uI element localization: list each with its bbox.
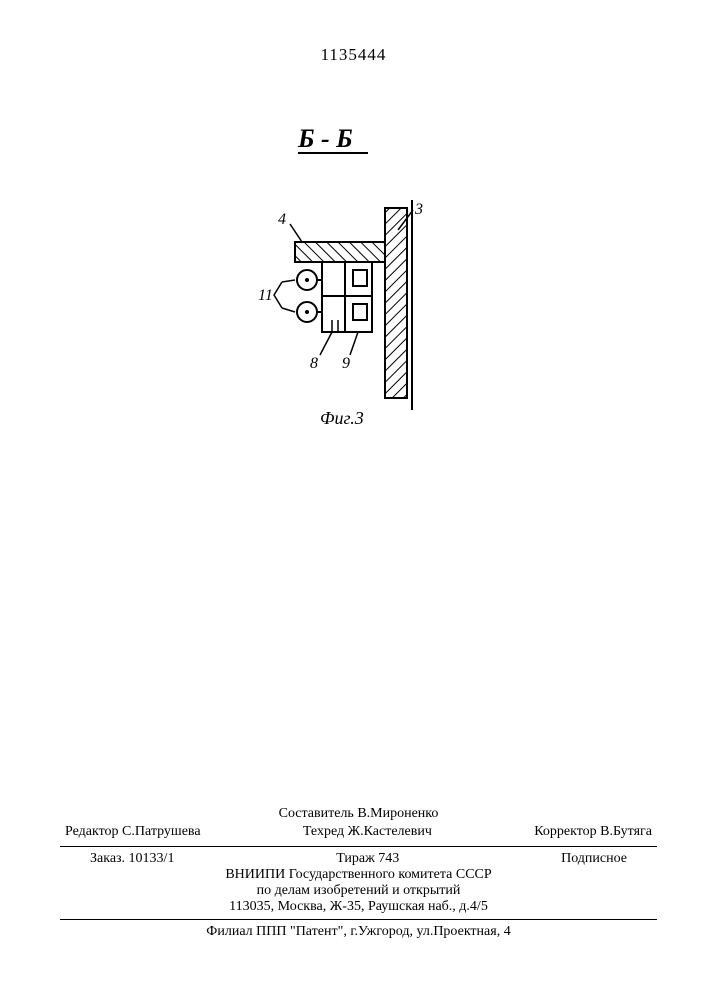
techred: Техред Ж.Кастелевич bbox=[303, 824, 432, 840]
compiler: Составитель В.Мироненко bbox=[60, 806, 657, 822]
org-line-1: ВНИИПИ Государственного комитета СССР bbox=[60, 867, 657, 883]
ref-label-8: 8 bbox=[310, 355, 318, 372]
publication-block: Заказ. 10133/1 Тираж 743 Подписное ВНИИП… bbox=[60, 851, 657, 915]
divider bbox=[60, 919, 657, 920]
subscription: Подписное bbox=[561, 851, 627, 867]
document-number: 1135444 bbox=[0, 45, 707, 65]
patent-page: 1135444 Б - Б bbox=[0, 0, 707, 1000]
address: 113035, Москва, Ж-35, Раушская наб., д.4… bbox=[60, 899, 657, 915]
ref-label-4: 4 bbox=[278, 211, 286, 228]
ref-label-9: 9 bbox=[342, 355, 350, 372]
print-info-row: Заказ. 10133/1 Тираж 743 Подписное bbox=[60, 851, 657, 867]
credits-row: Редактор С.Патрушева Техред Ж.Кастелевич… bbox=[65, 824, 652, 840]
ref-label-3: 3 bbox=[414, 201, 423, 218]
technical-diagram: 3 4 11 8 9 bbox=[250, 200, 450, 420]
ref-label-11: 11 bbox=[258, 287, 273, 304]
branch-line: Филиал ППП "Патент", г.Ужгород, ул.Проек… bbox=[60, 924, 657, 940]
section-underline bbox=[298, 152, 368, 154]
section-label: Б - Б bbox=[298, 124, 353, 154]
figure-caption: Фиг.3 bbox=[320, 408, 364, 429]
tirazh: Тираж 743 bbox=[336, 851, 399, 867]
colophon: Составитель В.Мироненко Редактор С.Патру… bbox=[60, 806, 657, 940]
editor: Редактор С.Патрушева bbox=[65, 824, 201, 840]
org-line-2: по делам изобретений и открытий bbox=[60, 883, 657, 899]
divider bbox=[60, 846, 657, 847]
order-number: Заказ. 10133/1 bbox=[90, 851, 174, 867]
corrector: Корректор В.Бутяга bbox=[534, 824, 652, 840]
